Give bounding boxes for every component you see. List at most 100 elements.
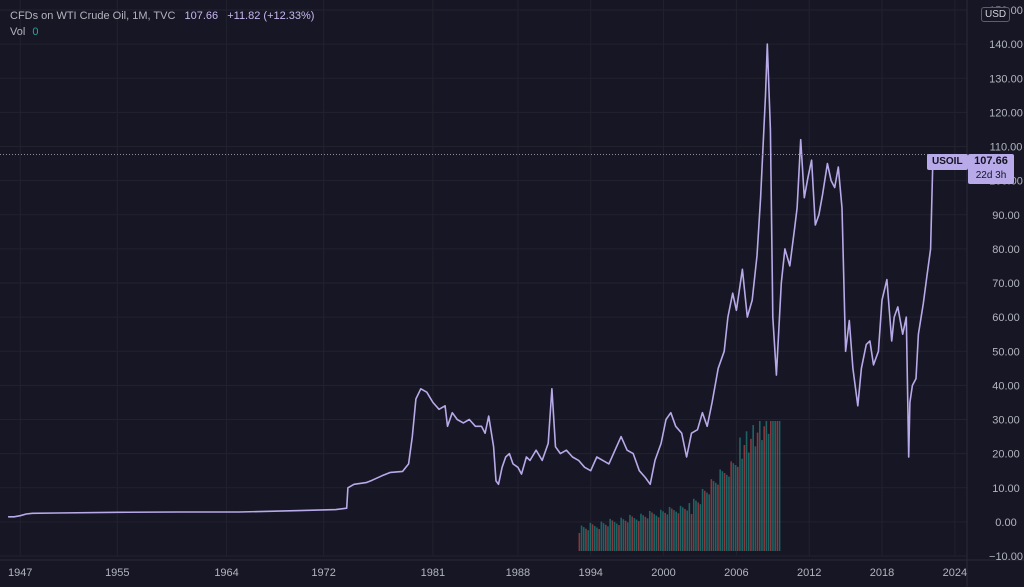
volume-bar (596, 527, 598, 551)
x-tick-label: 2012 (797, 567, 821, 579)
volume-bar (666, 514, 669, 551)
y-tick-label: 120.00 (989, 107, 1023, 119)
currency-badge[interactable]: USD (981, 7, 1011, 22)
volume-bar (615, 523, 618, 551)
last-price-box: 107.66 22d 3h (968, 154, 1014, 184)
volume-bar (750, 438, 752, 551)
volume-bar (776, 421, 779, 551)
volume-bar (653, 514, 655, 551)
volume-bar (585, 528, 587, 551)
x-tick-label: 2006 (724, 567, 748, 579)
y-tick-label: −10.00 (989, 551, 1023, 563)
x-tick-label: 1988 (506, 567, 530, 579)
volume-bar (598, 529, 600, 551)
volume-bar (686, 510, 688, 551)
volume-bar (659, 509, 662, 551)
x-tick-label: 2024 (943, 567, 967, 579)
volume-bar (646, 518, 649, 551)
volume-bar (695, 500, 697, 551)
volume-bar (589, 522, 592, 551)
volume-bar (637, 521, 640, 551)
volume-bar (765, 421, 768, 551)
volume-bar (675, 511, 677, 551)
volume-bar (591, 524, 594, 551)
volume-bar (587, 530, 589, 551)
y-tick-label: 70.00 (992, 278, 1020, 290)
volume-bar (767, 433, 770, 551)
volume-bar (670, 508, 673, 551)
volume-bar (673, 510, 675, 551)
volume-bar (620, 517, 622, 551)
volume-bar (703, 490, 706, 551)
volume-bar (626, 522, 629, 551)
volume-bar (701, 488, 704, 551)
volume-bar (734, 465, 737, 551)
volume-bar (717, 484, 719, 551)
x-tick-label: 1964 (214, 567, 238, 579)
volume-bar (644, 516, 647, 551)
volume-bar (688, 503, 691, 551)
volume-bar (732, 463, 735, 551)
volume-bar (648, 510, 651, 551)
volume-bar (593, 525, 596, 551)
volume-bar (754, 446, 757, 551)
volume-bar (714, 482, 717, 551)
volume-bar (730, 461, 732, 551)
volume-bar (743, 445, 746, 551)
legend-title-row: CFDs on WTI Crude Oil, 1M, TVC 107.66 +1… (10, 8, 314, 24)
last-price-value: 107.66 (974, 155, 1008, 167)
volume-bar (699, 504, 702, 551)
volume-bar (635, 519, 638, 551)
x-tick-label: 1947 (8, 567, 32, 579)
volume-bar (624, 520, 627, 551)
symbol-tag: USOIL (927, 154, 968, 170)
volume-bar (763, 426, 765, 551)
volume-bar (690, 513, 693, 551)
volume-bar (741, 458, 743, 551)
volume-bar (642, 515, 644, 551)
volume-bar (728, 476, 730, 551)
legend-volume-label: Vol (10, 26, 26, 38)
legend-volume-row: Vol 0 (10, 24, 314, 40)
volume-bar (745, 431, 748, 551)
volume-bar (602, 523, 605, 551)
x-tick-label: 2018 (870, 567, 894, 579)
x-tick-label: 1994 (578, 567, 602, 579)
volume-bar (774, 421, 776, 551)
volume-bar (708, 494, 710, 551)
volume-bar (721, 471, 724, 551)
y-tick-label: 80.00 (992, 244, 1020, 256)
legend-last-price: 107.66 (184, 10, 219, 22)
y-tick-label: 40.00 (992, 380, 1020, 392)
x-tick-label: 1981 (421, 567, 445, 579)
volume-bar (611, 520, 614, 551)
volume-bar (747, 452, 750, 551)
volume-bar (664, 512, 666, 551)
volume-bar (679, 505, 682, 551)
y-tick-label: 140.00 (989, 39, 1023, 51)
volume-bar (712, 480, 715, 551)
y-tick-label: 0.00 (995, 517, 1016, 529)
volume-bar (723, 473, 726, 551)
volume-bar (613, 521, 616, 551)
volume-bar (640, 513, 642, 551)
legend-title: CFDs on WTI Crude Oil, 1M, TVC (10, 10, 176, 22)
volume-bar (631, 516, 633, 551)
bar-countdown: 22d 3h (975, 170, 1007, 181)
y-tick-label: 20.00 (992, 449, 1020, 461)
volume-bar (668, 506, 671, 551)
volume-bar (761, 440, 763, 551)
volume-bar (772, 421, 774, 551)
volume-bar (739, 437, 741, 551)
y-tick-label: 90.00 (992, 210, 1020, 222)
volume-bar (706, 492, 708, 551)
volume-bar (725, 474, 728, 551)
volume-bar (677, 513, 680, 551)
volume-bar (692, 498, 695, 551)
volume-bar (609, 518, 611, 551)
volume-bar (758, 421, 761, 551)
y-tick-label: 30.00 (992, 415, 1020, 427)
volume-bar (752, 425, 754, 551)
volume-bar (684, 508, 686, 551)
